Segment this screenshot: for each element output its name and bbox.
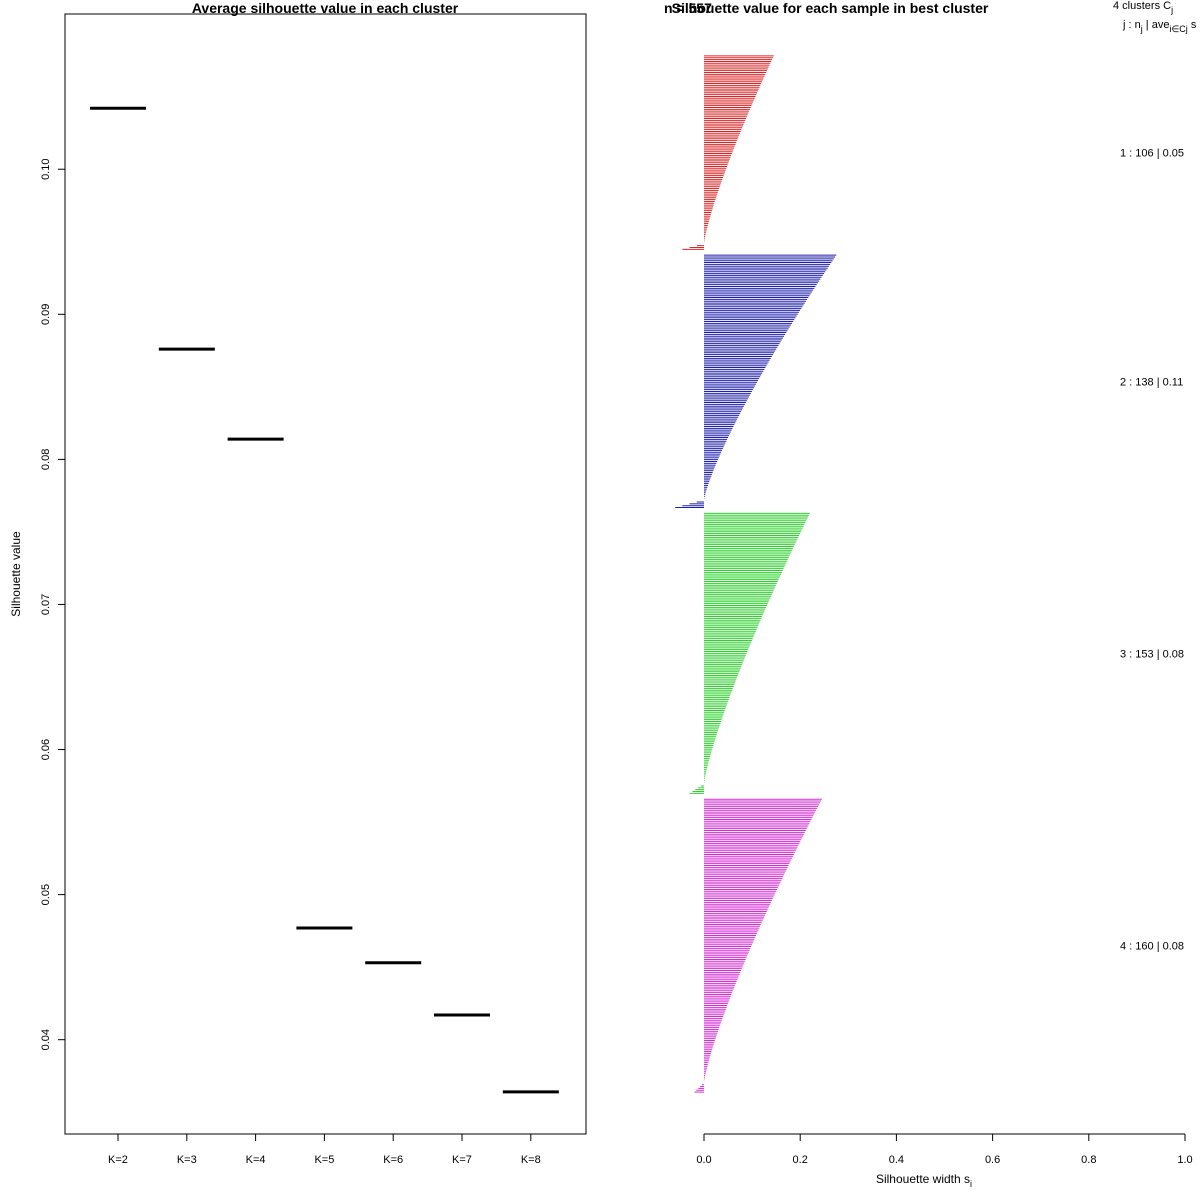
left-chart-title: Average silhouette value in each cluster [192,0,459,16]
legend-header-line1-text: 4 clusters C [1113,0,1171,12]
legend-header-line2-suffix: s [1188,19,1197,31]
right-chart-title: Silhouette value for each sample in best… [672,0,989,16]
legend-header-line2-sub1: j [1140,24,1143,34]
left-y-tick-label: 0.07 [40,594,52,615]
left-y-tick-label: 0.08 [40,449,52,470]
right-x-axis-label: Silhouette width si [876,1172,972,1189]
left-silhouette-marks [90,106,559,1094]
left-y-tick-label: 0.05 [40,884,52,905]
left-x-tick-label: K=7 [452,1154,472,1166]
cluster-legend-row: 1 : 106 | 0.05 [1120,148,1184,160]
left-x-axis: K=2 K=3 K=4 K=5 K=6 K=7 K=8 [108,1134,541,1166]
right-x-tick-label: 1.0 [1177,1154,1192,1166]
left-x-tick-label: K=5 [314,1154,334,1166]
left-y-tick-label: 0.10 [40,159,52,180]
left-plot-frame [64,13,587,1135]
cluster-legend-rows: 1 : 106 | 0.05 2 : 138 | 0.11 3 : 153 | 0.… [1120,148,1184,953]
left-x-tick-label: K=8 [521,1154,541,1166]
legend-header-line1: 4 clusters Cj [1113,0,1173,15]
left-y-axis-label: Silhouette value [9,531,23,617]
right-x-tick-label: 0.6 [985,1154,1000,1166]
left-y-tick-label: 0.09 [40,304,52,325]
left-y-tick-label: 0.06 [40,739,52,760]
right-x-axis-label-text: Silhouette width s [876,1172,970,1186]
sample-silhouette-panel: n = 557 Silhouette value for each sample… [664,0,1197,1189]
right-x-axis-label-subscript: i [970,1179,972,1189]
left-y-axis: 0.04 0.05 0.06 0.07 0.08 0.09 0.10 [40,159,65,1050]
overlapped-title-fragment: n = 557 [664,0,712,16]
left-x-tick-label: K=3 [177,1154,197,1166]
left-x-tick-label: K=2 [108,1154,128,1166]
avg-silhouette-panel: Average silhouette value in each cluster… [9,0,587,1166]
cluster-legend-row: 3 : 153 | 0.08 [1120,648,1184,660]
cluster-legend-row: 2 : 138 | 0.11 [1120,376,1183,388]
legend-header-line2: j : nj | avei∈Cj s [1122,19,1197,34]
left-y-tick-label: 0.04 [40,1029,52,1050]
legend-header-line2-sub2: i∈Cj [1169,24,1187,34]
legend-header-line2-prefix: j : n [1122,19,1141,31]
legend-header-line2-mid: | ave [1143,19,1170,31]
right-x-axis: 0.0 0.2 0.4 0.6 0.8 1.0 [696,1133,1193,1166]
cluster-legend-header: 4 clusters Cj j : nj | avei∈Cj s [1113,0,1197,34]
right-x-tick-label: 0.0 [696,1154,711,1166]
right-x-tick-label: 0.8 [1081,1154,1096,1166]
cluster-legend-row: 4 : 160 | 0.08 [1120,941,1184,953]
right-x-tick-label: 0.4 [889,1154,904,1166]
left-x-tick-label: K=6 [383,1154,403,1166]
left-x-tick-label: K=4 [246,1154,266,1166]
silhouette-bars [675,55,837,1093]
right-x-tick-label: 0.2 [793,1154,808,1166]
legend-header-line1-sub: j [1170,5,1173,15]
